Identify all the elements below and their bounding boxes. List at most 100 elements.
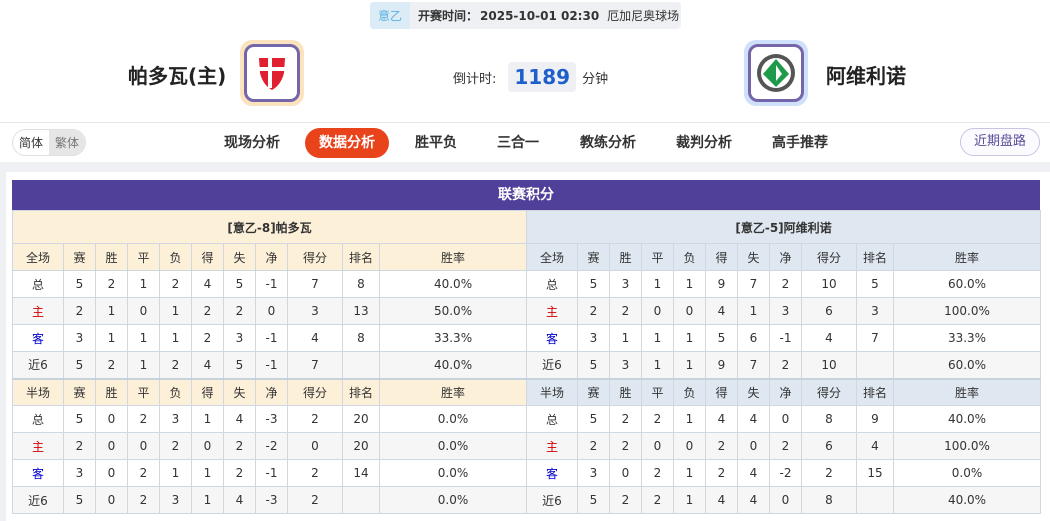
table-cell: 2 <box>769 351 802 379</box>
table-cell: 8 <box>801 486 857 514</box>
table-cell: 3 <box>287 297 343 325</box>
table-cell: 3 <box>609 351 642 379</box>
table-cell <box>342 486 380 514</box>
table-cell: 1 <box>191 486 224 514</box>
column-header: 负 <box>159 243 192 271</box>
recent-odds-button[interactable]: 近期盘路 <box>960 128 1040 156</box>
column-header: 胜率 <box>378 243 528 271</box>
table-cell: 14 <box>342 459 380 487</box>
tab-data-analysis[interactable]: 数据分析 <box>305 128 389 158</box>
table-cell <box>856 486 894 514</box>
home-team-name[interactable]: 帕多瓦(主) <box>128 64 227 88</box>
away-standings-table: [意乙-5]阿维利诺 全场赛胜平负得失净得分 排名 胜率总 5 3 1 1 9 7 2 10 5 60.0… <box>525 210 1042 514</box>
countdown: 倒计时: 1189 分钟 <box>453 62 608 92</box>
kickoff-time: 2025-10-01 02:30 <box>480 8 600 23</box>
tab-win-draw-loss[interactable]: 胜平负 <box>415 135 457 151</box>
section-label: 全场 <box>12 243 64 271</box>
countdown-value: 1189 <box>508 62 577 92</box>
table-cell: 2 <box>191 324 224 352</box>
table-cell: 0 <box>673 297 706 325</box>
row-label: 客 <box>12 459 64 487</box>
table-cell: 1 <box>641 351 674 379</box>
table-cell: 5 <box>63 486 96 514</box>
column-header: 排名 <box>856 377 894 406</box>
table-cell: 0 <box>609 459 642 487</box>
table-cell: 1 <box>127 324 160 352</box>
team-rank-header: [意乙-5]阿维利诺 <box>525 210 1042 244</box>
table-cell: 7 <box>856 324 894 352</box>
table-cell: 4 <box>705 297 738 325</box>
table-cell: 2 <box>159 432 192 460</box>
table-cell: 5 <box>577 486 610 514</box>
language-toggle[interactable]: 简体 繁体 <box>12 129 87 156</box>
home-team-logo[interactable] <box>240 40 304 106</box>
column-header: 赛 <box>63 377 96 406</box>
table-cell: 5 <box>856 270 894 298</box>
lang-simplified[interactable]: 简体 <box>19 136 44 150</box>
table-cell: 0 <box>127 297 160 325</box>
column-header: 失 <box>737 243 770 271</box>
table-cell: 0 <box>287 432 343 460</box>
table-cell: 7 <box>737 270 770 298</box>
table-cell: 40.0% <box>892 405 1042 433</box>
tab-referee-analysis[interactable]: 裁判分析 <box>676 135 732 151</box>
tab-expert-picks[interactable]: 高手推荐 <box>772 135 828 151</box>
away-team-name[interactable]: 阿维利诺 <box>826 64 906 88</box>
table-cell: 1 <box>191 405 224 433</box>
table-cell: -2 <box>255 432 288 460</box>
table-cell: 1 <box>159 324 192 352</box>
column-header: 得分 <box>287 243 343 271</box>
column-header: 失 <box>223 377 256 406</box>
table-cell: 2 <box>287 459 343 487</box>
column-header: 胜 <box>609 243 642 271</box>
table-cell: 2 <box>127 459 160 487</box>
section-label: 半场 <box>12 377 64 406</box>
table-row: 客 3 0 2 1 1 2 -1 2 14 0.0% <box>12 459 528 487</box>
table-cell: -2 <box>769 459 802 487</box>
table-cell: 4 <box>223 405 256 433</box>
row-label: 客 <box>526 324 578 352</box>
column-header: 平 <box>127 377 160 406</box>
away-team-logo[interactable] <box>744 40 808 106</box>
tab-three-in-one[interactable]: 三合一 <box>497 135 539 151</box>
table-cell: 2 <box>127 486 160 514</box>
row-label: 近6 <box>12 486 64 514</box>
column-header: 胜率 <box>378 377 528 406</box>
table-cell: 9 <box>705 351 738 379</box>
standings-title: 联赛积分 <box>12 180 1040 210</box>
countdown-unit: 分钟 <box>582 71 609 87</box>
tab-live-analysis[interactable]: 现场分析 <box>224 135 280 151</box>
column-header: 胜率 <box>892 243 1042 271</box>
table-cell: 0 <box>127 432 160 460</box>
match-header: 意乙 开赛时间： 2025-10-01 02:30 厄加尼奥球场 帕多瓦(主) … <box>0 0 1050 122</box>
table-cell: -3 <box>255 486 288 514</box>
venue: 厄加尼奥球场 <box>607 9 680 23</box>
table-cell: 0 <box>641 432 674 460</box>
table-cell: 2 <box>287 486 343 514</box>
table-cell: 1 <box>159 459 192 487</box>
column-header: 净 <box>255 377 288 406</box>
table-cell: 0 <box>769 486 802 514</box>
column-header: 失 <box>737 377 770 406</box>
table-cell <box>342 351 380 379</box>
column-header: 排名 <box>856 243 894 271</box>
column-header: 平 <box>127 243 160 271</box>
column-header: 胜 <box>95 377 128 406</box>
table-cell: 100.0% <box>892 297 1042 325</box>
lang-traditional[interactable]: 繁体 <box>49 130 86 155</box>
table-cell: 1 <box>737 297 770 325</box>
row-label: 主 <box>526 432 578 460</box>
column-header: 得 <box>191 377 224 406</box>
league-badge[interactable]: 意乙 <box>370 2 411 29</box>
table-cell: 1 <box>673 270 706 298</box>
tab-coach-analysis[interactable]: 教练分析 <box>580 135 636 151</box>
home-standings-table: [意乙-8]帕多瓦 全场赛胜平负得失净得分 排名 胜率总 5 2 1 2 4 5 -1 7 8 40.0%… <box>11 210 528 514</box>
row-label: 客 <box>12 324 64 352</box>
table-cell <box>856 351 894 379</box>
row-label: 总 <box>12 270 64 298</box>
team-rank-header: [意乙-8]帕多瓦 <box>11 210 528 244</box>
table-cell: 2 <box>95 270 128 298</box>
table-cell: 5 <box>577 405 610 433</box>
table-row: 总 5 2 1 2 4 5 -1 7 8 40.0% <box>12 270 528 298</box>
column-header: 赛 <box>577 377 610 406</box>
